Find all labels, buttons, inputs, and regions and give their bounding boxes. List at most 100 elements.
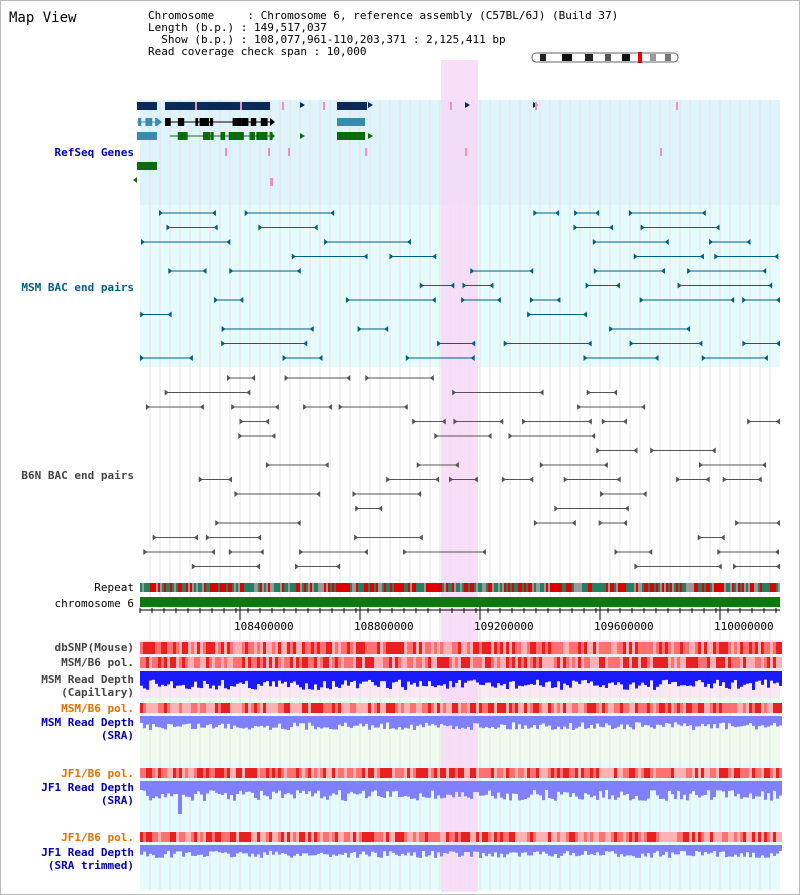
msm-depth-capillary-bar	[461, 671, 464, 688]
heat-cell	[491, 657, 494, 668]
bac-end-arrow	[213, 224, 218, 231]
jf1-depth-sra-bar	[314, 781, 317, 794]
heat-cell	[209, 703, 212, 713]
heat-cell	[749, 832, 752, 842]
repeat-segment	[770, 583, 772, 592]
gene-exon	[165, 118, 171, 126]
repeat-segment	[192, 583, 194, 592]
heat-cell	[611, 703, 614, 713]
msm-depth-sra-bar	[728, 716, 731, 724]
msm-depth-sra-bar	[740, 716, 743, 727]
jf1-depth-sra-bar	[503, 781, 506, 800]
heat-cell	[653, 657, 656, 668]
heat-cell	[374, 832, 377, 842]
jf1-depth-sra-bar	[428, 781, 431, 798]
jf1-depth-sra-bar	[740, 781, 743, 799]
repeat-segment	[592, 583, 594, 592]
repeat-segment	[558, 583, 560, 592]
msm-depth-capillary-bar	[149, 671, 152, 681]
heat-cell	[479, 703, 482, 713]
heat-cell	[638, 832, 641, 842]
gene-exon	[263, 118, 268, 126]
heat-cell	[626, 703, 629, 713]
jf1-depth-sra-bar	[149, 781, 152, 801]
heat-cell	[278, 832, 281, 842]
heat-cell	[320, 657, 323, 668]
heat-cell	[146, 832, 149, 842]
repeat-segment	[262, 583, 264, 592]
jf1-depth-sra-bar	[671, 781, 674, 795]
jf1-depth-sra-bar	[515, 781, 518, 795]
heat-cell	[296, 642, 299, 654]
heat-cell	[155, 642, 158, 654]
repeat-segment	[526, 583, 528, 592]
heat-cell	[539, 703, 542, 713]
refseq-pink-tick	[660, 148, 662, 156]
msm-depth-capillary-bar	[713, 671, 716, 684]
msm-depth-sra-bar	[143, 716, 146, 729]
heat-cell	[626, 657, 629, 668]
heat-cell	[263, 642, 266, 654]
heat-cell	[560, 642, 563, 654]
jf1-depth-sra-bar	[578, 781, 581, 800]
heat-cell	[332, 832, 335, 842]
jf1-depth-sra-bar	[491, 781, 494, 796]
heat-cell	[338, 768, 341, 778]
heat-cell	[248, 657, 251, 668]
msm-depth-capillary-bar	[410, 671, 413, 685]
heat-cell	[284, 832, 287, 842]
jf1-depth-sra-bar	[479, 781, 482, 796]
heat-cell	[263, 657, 266, 668]
bac-end-arrow	[140, 355, 145, 361]
jf1-depth-trimmed-bar	[164, 845, 167, 855]
msm-depth-sra-bar	[179, 716, 182, 727]
repeat-segment	[688, 583, 690, 592]
msm-depth-capillary-bar	[278, 671, 281, 681]
msm-depth-capillary-bar	[251, 671, 254, 689]
jf1-depth-trimmed-bar	[413, 845, 416, 853]
heat-cell	[674, 832, 677, 842]
jf1-depth-trimmed-bar	[596, 845, 599, 853]
jf1-depth-sra-bar	[281, 781, 284, 798]
axis-tick-label: 110000000	[714, 620, 774, 633]
jf1-depth-trimmed-bar	[236, 845, 239, 854]
heat-cell	[761, 768, 764, 778]
repeat-segment	[764, 583, 766, 592]
heat-cell	[389, 657, 392, 668]
heat-cell	[398, 657, 401, 668]
repeat-segment	[540, 583, 542, 592]
heat-cell	[335, 768, 338, 778]
msm-depth-capillary-bar	[608, 671, 611, 684]
msm-depth-capillary-bar	[236, 671, 239, 684]
bac-end-arrow	[357, 326, 362, 332]
heat-cell	[764, 642, 767, 654]
heat-cell	[671, 832, 674, 842]
msm-depth-sra-bar	[209, 716, 212, 724]
gene-exon	[209, 118, 214, 126]
heat-cell	[299, 703, 302, 713]
heat-cell	[347, 657, 350, 668]
heat-cell	[680, 832, 683, 842]
heat-cell	[458, 642, 461, 654]
bac-end-arrow	[324, 462, 329, 468]
heat-cell	[479, 642, 482, 654]
bac-end-arrow	[533, 210, 538, 216]
jf1-depth-sra-bar	[485, 781, 488, 795]
length-info: Length (b.p.) : 149,517,037	[148, 21, 327, 34]
repeat-segment	[716, 583, 718, 592]
heat-cell	[479, 768, 482, 778]
msm-depth-sra-bar	[560, 716, 563, 730]
repeat-segment	[368, 583, 370, 592]
jf1-depth-sra-bar	[662, 781, 665, 799]
heat-cell	[416, 657, 419, 668]
msm-depth-sra-bar	[611, 716, 614, 730]
heat-cell	[515, 768, 518, 778]
heat-cell	[596, 657, 599, 668]
heat-cell	[713, 657, 716, 668]
bac-end-arrow	[303, 340, 308, 347]
bac-end-arrow	[282, 355, 287, 361]
msm-depth-sra-bar	[221, 716, 224, 724]
jf1-depth-sra-bar	[605, 781, 608, 791]
heat-cell	[641, 703, 644, 713]
